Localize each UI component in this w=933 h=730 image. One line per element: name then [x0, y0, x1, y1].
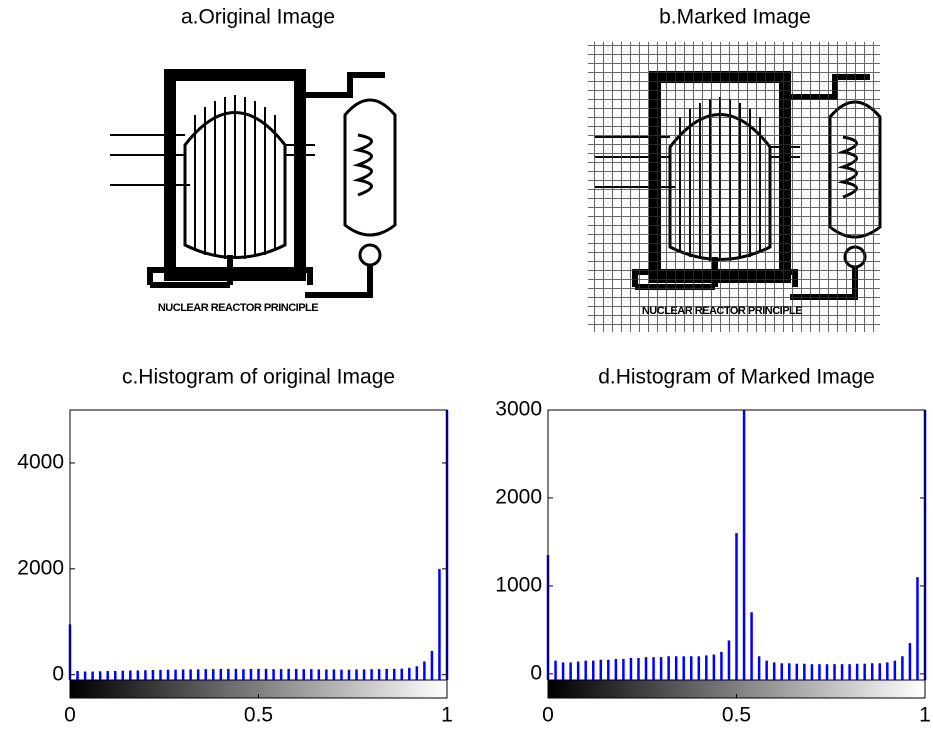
x-tick-label: 1 [441, 704, 453, 727]
x-tick-label: 0 [64, 704, 76, 727]
image-title: b.Marked Image [659, 6, 811, 29]
y-tick-label: 0 [52, 662, 64, 685]
figure: NUCLEAR REACTOR PRINCIPLE NUCLEAR REACTO… [0, 0, 933, 730]
chart-title: c.Histogram of original Image [122, 366, 395, 389]
marked-image [588, 42, 880, 332]
plot-frame [70, 410, 447, 680]
x-tick-label: 0.5 [722, 704, 751, 727]
chart-title: d.Histogram of Marked Image [598, 366, 875, 389]
y-tick-label: 2000 [495, 485, 542, 508]
page: {"images": [ {"title": "a.Original Image… [0, 0, 933, 730]
image-title: a.Original Image [181, 6, 335, 29]
y-tick-label: 3000 [495, 398, 542, 421]
x-tick-label: 0.5 [244, 704, 273, 727]
x-tick-label: 1 [919, 704, 931, 727]
y-tick-label: 4000 [17, 450, 64, 473]
x-tick-label: 0 [542, 704, 554, 727]
y-tick-label: 0 [530, 661, 542, 684]
y-tick-label: 2000 [17, 556, 64, 579]
original-image [110, 75, 395, 295]
y-tick-label: 1000 [495, 573, 542, 596]
image-caption: NUCLEAR REACTOR PRINCIPLE [158, 302, 318, 314]
image-caption: NUCLEAR REACTOR PRINCIPLE [642, 305, 802, 317]
